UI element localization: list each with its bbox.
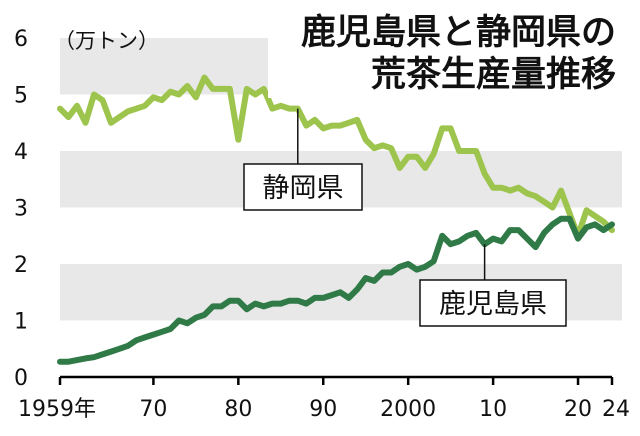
y-tick-label: 2 — [14, 253, 28, 278]
callout-label: 鹿児島県 — [439, 289, 547, 320]
y-ticks: 0 1 2 3 4 5 6 — [14, 27, 28, 391]
x-tick-label: 1959年 — [18, 397, 96, 422]
x-tick-label: 2000 — [380, 397, 436, 422]
y-tick-label: 1 — [14, 310, 28, 335]
x-tick-label: 90 — [309, 397, 337, 422]
x-tick-label: 80 — [224, 397, 252, 422]
title-background — [268, 6, 630, 98]
series-line — [57, 74, 615, 239]
chart-title-line-2: 荒茶生産量推移 — [371, 55, 616, 95]
y-tick-label: 4 — [14, 140, 28, 165]
x-ticks: 1959年 70 80 90 2000 10 20 24 — [18, 377, 630, 422]
series-layer — [57, 74, 615, 365]
callout-label: 静岡県 — [263, 173, 344, 204]
chart-title-line-1: 鹿児島県と静岡県の — [301, 13, 616, 53]
y-tick-label: 5 — [14, 84, 28, 109]
callout-box — [419, 279, 567, 327]
y-tick-label: 3 — [14, 197, 28, 222]
unit-label: （万トン） — [54, 29, 159, 53]
chart-title: 鹿児島県と静岡県の 荒茶生産量推移 — [268, 6, 630, 98]
x-tick-label: 70 — [139, 397, 167, 422]
y-tick-label: 0 — [14, 366, 28, 391]
callout-box — [243, 163, 363, 211]
series-line — [57, 215, 615, 365]
x-tick-label: 10 — [479, 397, 507, 422]
y-tick-label: 6 — [14, 27, 28, 52]
x-tick-label: 24 — [602, 397, 630, 422]
x-tick-label: 20 — [564, 397, 592, 422]
